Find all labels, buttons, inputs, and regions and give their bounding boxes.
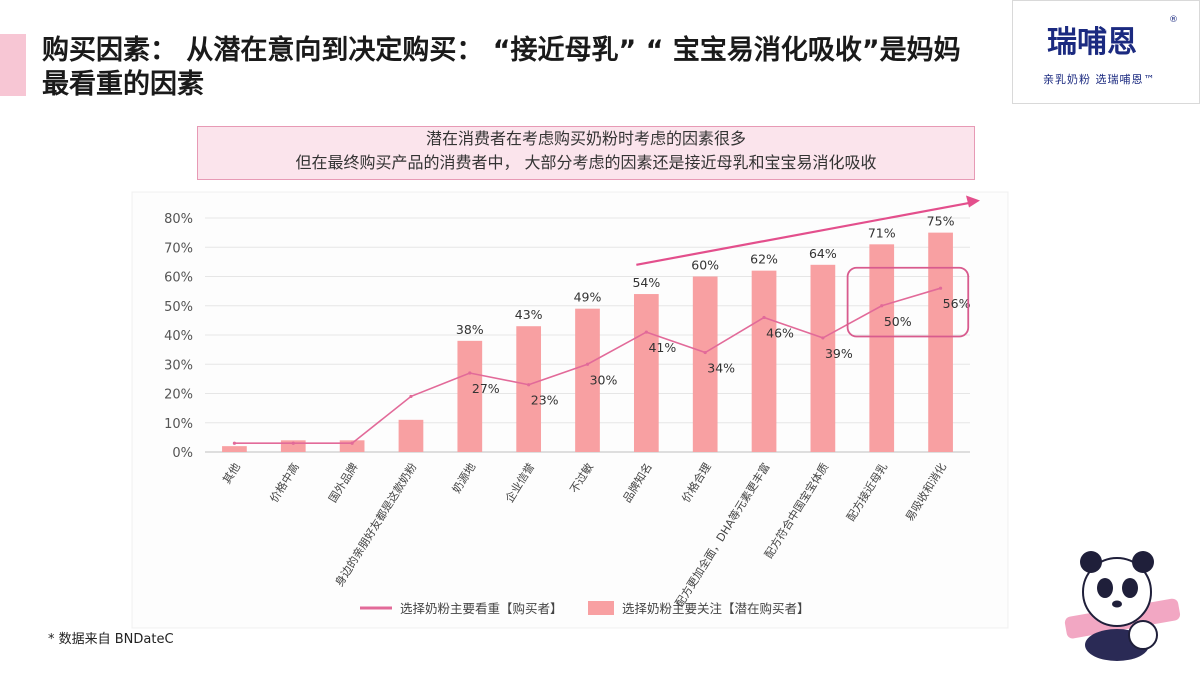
bar-data-label: 49% (574, 290, 602, 305)
trend-arrow-head (966, 195, 980, 208)
callout-line-2: 但在最终购买产品的消费者中， 大部分考虑的因素还是接近母乳和宝宝易消化吸收 (295, 153, 877, 172)
bar (280, 440, 306, 452)
line-point (585, 362, 590, 366)
line-point (762, 315, 766, 320)
line-data-label: 27% (472, 381, 500, 396)
bar (222, 446, 247, 452)
bar-data-label: 54% (632, 275, 660, 290)
y-tick-label: 0% (172, 446, 193, 461)
brand-logo-icon: 瑞哺恩 (1047, 25, 1137, 60)
bar (457, 340, 483, 452)
y-tick-label: 40% (164, 329, 193, 344)
line-data-label: 34% (707, 361, 735, 376)
line-point (821, 336, 825, 340)
line-data-label: 46% (766, 325, 794, 340)
line-point (527, 383, 531, 387)
y-tick-label: 70% (164, 241, 193, 256)
bar (398, 419, 424, 452)
brand-logo: 瑞哺恩 ® 亲乳奶粉 选瑞哺恩™ (1012, 0, 1200, 104)
legend-label: 选择奶粉主要关注【潜在购买者】 (622, 601, 810, 616)
registered-mark: ® (1169, 15, 1178, 25)
line-point (644, 330, 648, 334)
callout-line-1: 潜在消费者在考虑购买奶粉时考虑的因素很多 (425, 129, 746, 148)
y-tick-label: 80% (164, 212, 193, 227)
line-point (232, 441, 237, 445)
line-point (291, 441, 295, 445)
line-data-label: 50% (884, 314, 912, 329)
y-tick-label: 60% (164, 271, 193, 286)
bar-data-label: 38% (456, 322, 484, 337)
bar (692, 276, 718, 452)
y-tick-label: 20% (164, 388, 193, 403)
page-title: 购买因素： 从潜在意向到决定购买： “接近母乳” “ 宝宝易消化吸收”是妈妈最看… (42, 35, 961, 100)
line-point (350, 441, 354, 445)
trend-arrow-line (636, 201, 973, 266)
line-point (468, 371, 472, 375)
bar (575, 308, 600, 452)
bar-data-label: 64% (809, 246, 837, 261)
y-tick-label: 10% (164, 417, 193, 432)
line-point (938, 286, 943, 290)
bar (810, 264, 836, 452)
highlight-box (846, 266, 970, 338)
line-data-label: 41% (648, 340, 676, 355)
line-point (880, 304, 884, 308)
legend-swatch-bar (588, 601, 614, 615)
bar (928, 232, 953, 452)
bar-data-label: 62% (750, 252, 778, 267)
y-tick-label: 50% (164, 300, 193, 315)
brand-slogan: 亲乳奶粉 选瑞哺恩™ (1043, 73, 1156, 86)
bar-data-label: 71% (868, 225, 896, 240)
line-data-label: 30% (590, 372, 618, 387)
legend-label: 选择奶粉主要看重【购买者】 (400, 601, 563, 616)
bar-data-label: 75% (927, 214, 955, 229)
bar (751, 270, 777, 452)
bar-data-label: 43% (515, 307, 543, 322)
purchase-factors-chart: 0% 10% 20% 30% 40% 50% 60% 70% 80% 38% 43% 49% 54% 60… (131, 191, 1009, 629)
key-insight-callout: 潜在消费者在考虑购买奶粉时考虑的因素很多 但在最终购买产品的消费者中， 大部分考… (197, 126, 975, 180)
bar (633, 294, 659, 452)
line-point (703, 350, 707, 355)
data-source-note: * 数据来自 BNDateC (48, 632, 174, 647)
bar (516, 326, 542, 452)
line-data-label: 23% (531, 393, 559, 408)
panda-mascot-icon (1064, 551, 1181, 661)
line-data-label: 39% (825, 346, 853, 361)
bar-data-label: 60% (691, 258, 719, 273)
bar (339, 440, 365, 452)
y-tick-label: 30% (164, 358, 193, 373)
bar (869, 244, 895, 452)
chart-frame (131, 191, 1009, 629)
title-accent-bar (0, 34, 26, 96)
line-data-label: 56% (943, 296, 971, 311)
line-point (409, 394, 413, 399)
